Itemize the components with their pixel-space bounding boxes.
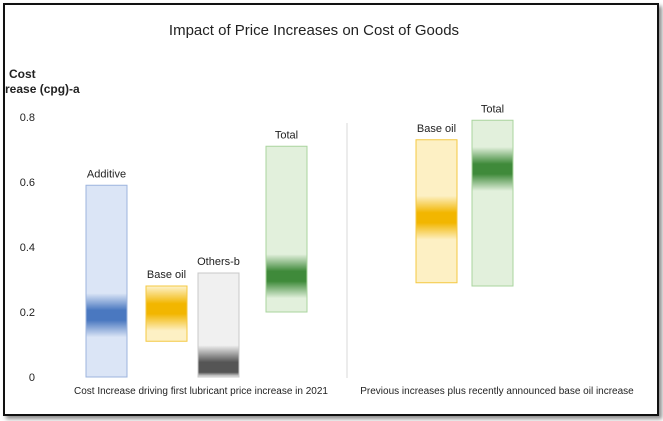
bar-total-g2 [471, 119, 514, 287]
bar-additive-g1 [85, 184, 128, 378]
y-axis: 0 0.2 0.4 0.6 0.8 [20, 112, 35, 384]
chart: Impact of Price Increases on Cost of Goo… [5, 22, 634, 397]
chart-title: Impact of Price Increases on Cost of Goo… [169, 22, 459, 39]
bar-others-b-g1 [197, 272, 240, 378]
bar-total-g1 [265, 145, 308, 313]
group-label-2: Previous increases plus recently announc… [360, 386, 634, 397]
bars-layer: Additive Base oil Others-b Total Base oil Tot… [85, 103, 514, 378]
y-tick-label: 0 [29, 372, 35, 384]
bar-label-total-g1: Total [275, 129, 298, 141]
y-tick-label: 0.2 [20, 307, 35, 319]
bar-base-oil-g2 [415, 139, 458, 284]
chart-frame: Impact of Price Increases on Cost of Goo… [3, 3, 659, 416]
y-tick-label: 0.4 [20, 242, 35, 254]
bar-label-base-oil-g1: Base oil [147, 269, 186, 281]
y-tick-label: 0.6 [20, 177, 35, 189]
y-axis-label-line-1: Cost [9, 67, 36, 81]
y-tick-label: 0.8 [20, 112, 35, 124]
bar-label-total-g2: Total [481, 103, 504, 115]
bar-base-oil-g1 [145, 285, 188, 342]
group-label-1: Cost Increase driving first lubricant pr… [74, 386, 328, 397]
y-axis-label-line-2: rease (cpg)-a [5, 82, 80, 96]
bar-label-base-oil-g2: Base oil [417, 123, 456, 135]
bar-label-others-b-g1: Others-b [197, 256, 240, 268]
bar-label-additive-g1: Additive [87, 168, 126, 180]
